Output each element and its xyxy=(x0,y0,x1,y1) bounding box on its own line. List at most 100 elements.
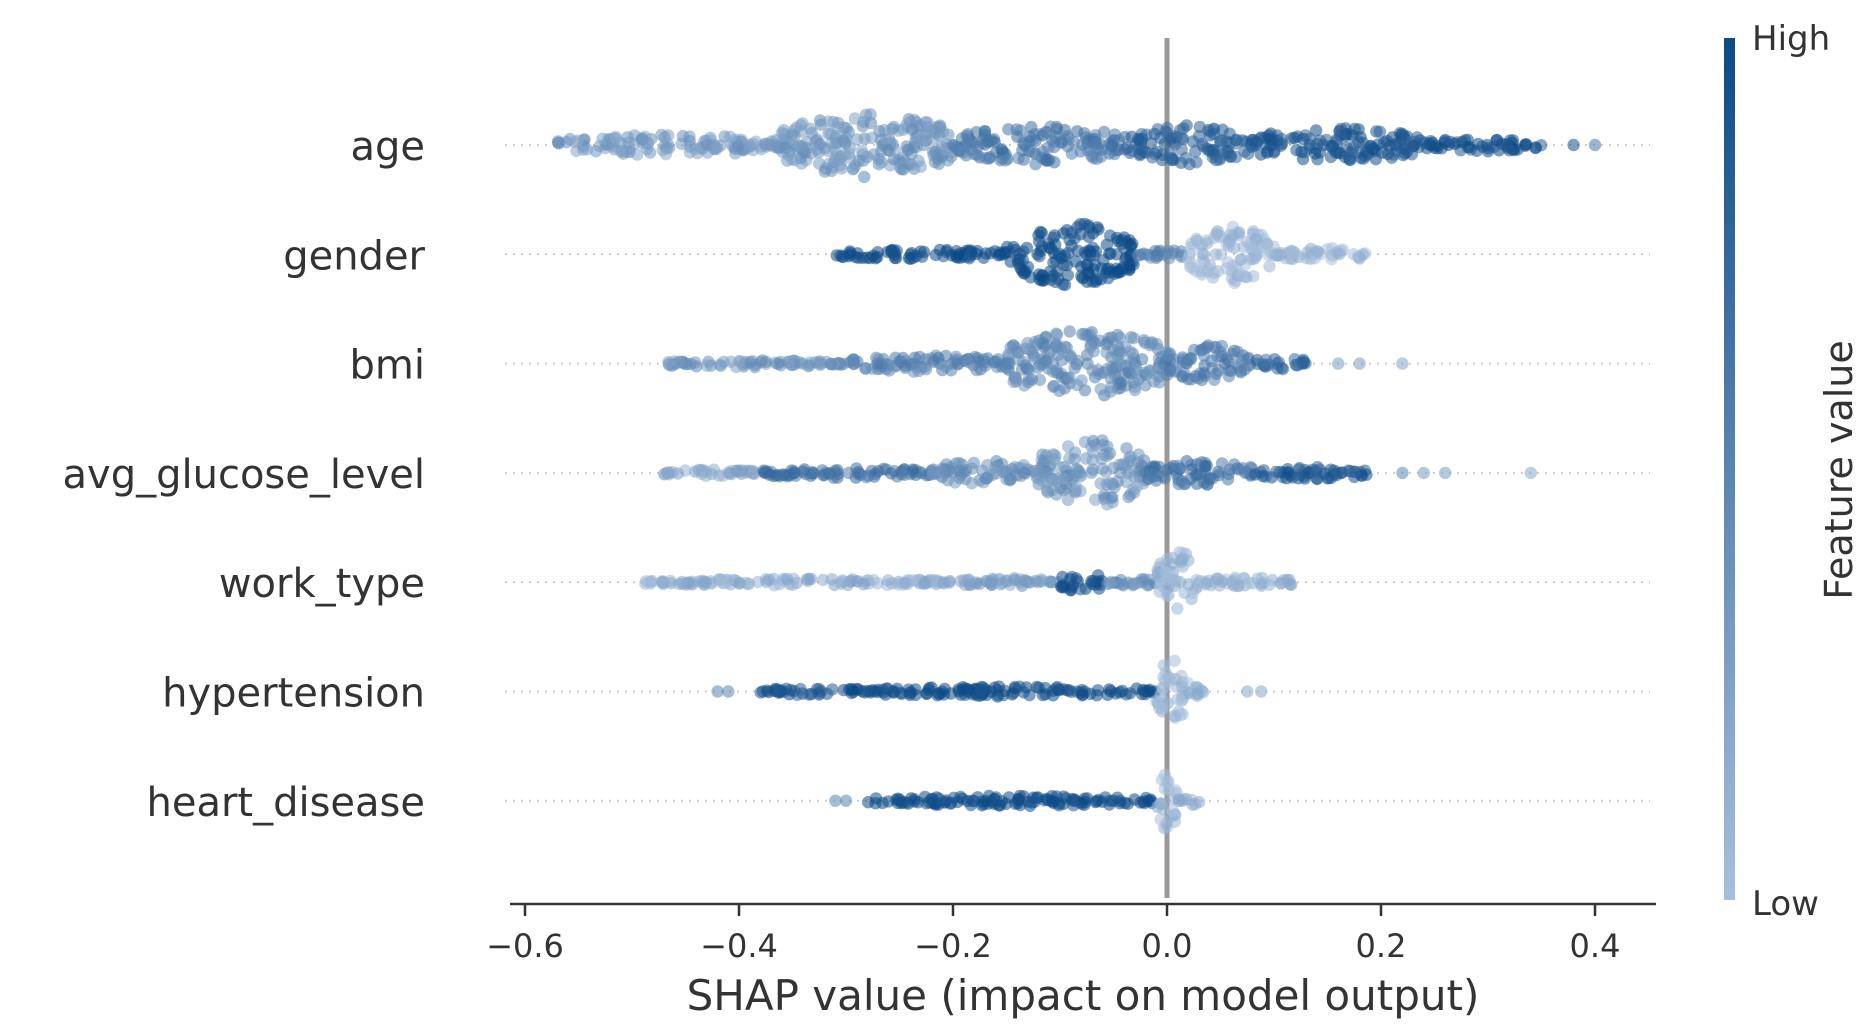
shap-point xyxy=(1196,247,1209,260)
shap-point xyxy=(842,126,855,139)
shap-point xyxy=(1221,256,1235,269)
shap-point xyxy=(963,578,976,591)
shap-point xyxy=(679,357,692,371)
shap-point xyxy=(1222,370,1236,383)
shap-point xyxy=(1242,147,1255,160)
shap-point xyxy=(1215,339,1229,353)
shap-point xyxy=(580,143,594,156)
shap-point xyxy=(1280,472,1293,485)
shap-point xyxy=(1333,125,1347,138)
shap-point xyxy=(1352,135,1365,148)
shap-point xyxy=(839,794,853,807)
shap-point xyxy=(851,683,865,696)
shap-point xyxy=(1150,145,1164,159)
shap-point xyxy=(871,357,884,371)
shap-point xyxy=(1023,130,1036,144)
shap-point xyxy=(1166,551,1179,565)
shap-point xyxy=(1096,462,1109,475)
shap-point xyxy=(1032,268,1046,281)
shap-point xyxy=(918,576,931,590)
shap-point xyxy=(1028,795,1041,809)
shap-point xyxy=(1074,484,1087,498)
shap-point xyxy=(1063,233,1076,246)
shap-point xyxy=(1088,249,1101,262)
shap-point xyxy=(989,355,1003,368)
shap-point xyxy=(1056,570,1069,584)
shap-point xyxy=(1114,376,1128,389)
shap-point xyxy=(858,170,871,184)
shap-point xyxy=(700,359,713,372)
shap-point xyxy=(1309,124,1323,137)
shap-point xyxy=(1190,156,1203,169)
shap-point xyxy=(1085,575,1098,588)
shap-point xyxy=(1311,245,1325,259)
x-tick-label: −0.2 xyxy=(914,927,992,965)
shap-point xyxy=(941,474,954,487)
shap-point xyxy=(1114,466,1127,479)
shap-point xyxy=(1175,132,1188,145)
shap-point xyxy=(1246,133,1260,147)
shap-point xyxy=(880,682,894,695)
shap-point xyxy=(860,470,873,484)
shap-point xyxy=(1014,124,1027,137)
x-axis-title: SHAP value (impact on model output) xyxy=(687,971,1480,1020)
shap-point xyxy=(824,127,837,141)
shap-point xyxy=(1083,328,1096,342)
shap-point xyxy=(1037,467,1051,480)
shap-point xyxy=(1348,122,1362,136)
shap-point xyxy=(1178,586,1191,599)
shap-point xyxy=(1074,145,1087,158)
shap-point xyxy=(909,688,922,702)
shap-point xyxy=(829,794,842,807)
shap-point xyxy=(862,796,875,809)
shap-point xyxy=(1000,575,1014,588)
shap-point xyxy=(1025,120,1038,134)
shap-point xyxy=(1034,358,1047,372)
shap-point xyxy=(771,357,785,370)
shap-point xyxy=(799,467,812,481)
shap-point xyxy=(1155,773,1169,787)
shap-point xyxy=(1286,247,1299,260)
shap-point xyxy=(1160,572,1173,586)
shap-point xyxy=(810,143,824,156)
shap-point xyxy=(762,573,776,586)
shap-point xyxy=(1168,654,1181,667)
shap-point xyxy=(825,467,838,481)
shap-point xyxy=(1223,127,1236,140)
shap-point xyxy=(1068,453,1081,466)
shap-point xyxy=(1112,342,1125,355)
shap-point xyxy=(1063,371,1076,384)
shap-point xyxy=(979,152,992,165)
shap-point xyxy=(1023,576,1037,589)
shap-point xyxy=(1007,375,1020,388)
shap-point xyxy=(959,472,972,486)
shap-point xyxy=(851,575,864,588)
shap-point xyxy=(920,687,933,700)
shap-point xyxy=(1128,793,1141,806)
shap-point xyxy=(967,147,980,161)
shap-point xyxy=(921,116,934,129)
shap-point xyxy=(961,794,974,808)
shap-point xyxy=(1263,260,1276,273)
shap-point xyxy=(1135,144,1149,158)
x-tick-label: −0.4 xyxy=(700,927,778,965)
shap-point xyxy=(970,247,983,261)
shap-point xyxy=(881,143,894,157)
shap-point xyxy=(1228,458,1241,471)
shap-point xyxy=(1129,363,1143,376)
shap-point xyxy=(960,129,973,142)
shap-point xyxy=(1417,466,1431,480)
shap-point xyxy=(1233,226,1246,239)
shap-point xyxy=(734,355,747,369)
shap-point xyxy=(988,792,1001,806)
shap-point xyxy=(1206,271,1220,284)
shap-point xyxy=(1163,364,1177,378)
shap-point xyxy=(1194,237,1208,250)
shap-point xyxy=(1014,576,1028,589)
shap-point xyxy=(1019,342,1032,355)
shap-point xyxy=(1387,148,1401,161)
shap-point xyxy=(1333,247,1346,261)
shap-point xyxy=(1172,459,1185,473)
shap-point xyxy=(1123,464,1136,477)
shap-point xyxy=(1087,345,1100,358)
